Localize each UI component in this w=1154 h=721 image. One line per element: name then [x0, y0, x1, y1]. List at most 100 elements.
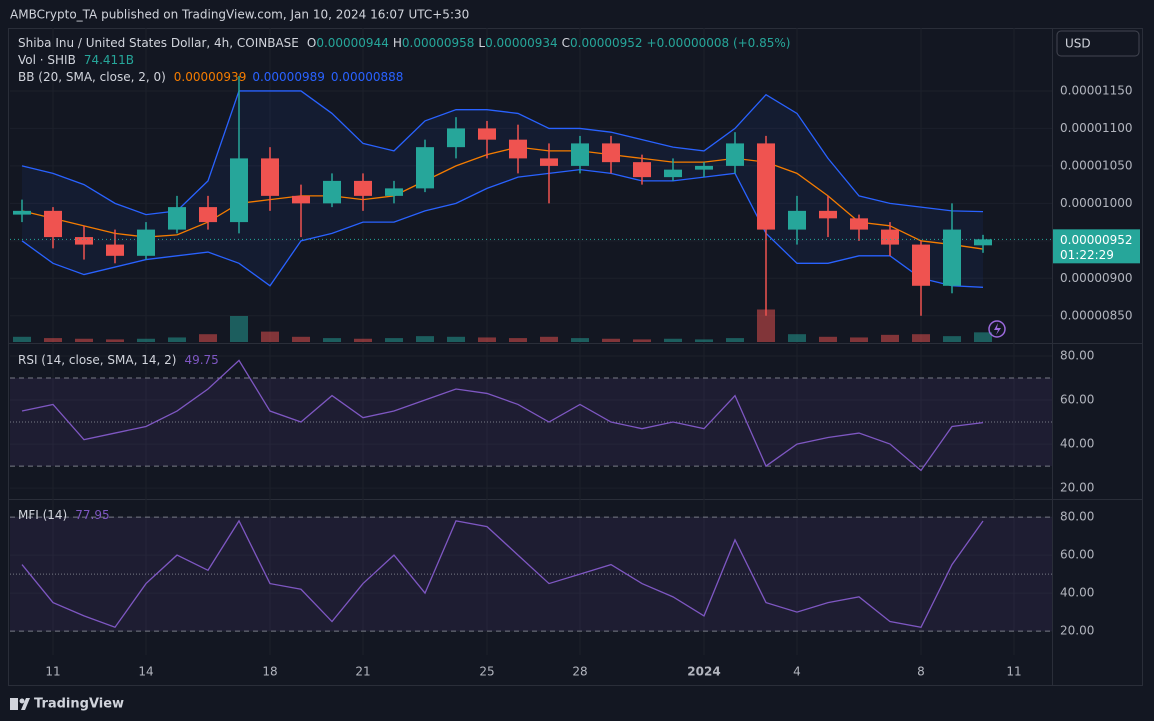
x-tick-label: 11 [1006, 665, 1021, 679]
x-tick-label: 4 [793, 665, 801, 679]
candle-body [850, 218, 868, 230]
volume-bar [943, 336, 961, 342]
candle-body [881, 229, 899, 245]
x-tick-label: 8 [917, 665, 925, 679]
indicator-legend: RSI (14, close, SMA, 14, 2) 49.75 [18, 353, 219, 367]
legend-text: 0.00000888 [331, 70, 404, 84]
alert-icon [988, 320, 1006, 338]
y-tick-label: 20.00 [1060, 481, 1094, 495]
candle-body [602, 143, 620, 163]
y-tick-label: 0.00001050 [1060, 158, 1133, 172]
candle-body [571, 143, 589, 166]
y-tick-label: 20.00 [1060, 624, 1094, 638]
y-tick-label: 0.00000900 [1060, 271, 1133, 285]
indicator-title: MFI (14) [18, 508, 67, 522]
legend-text: Vol · SHIB [18, 53, 76, 67]
indicator-title: RSI (14, close, SMA, 14, 2) [18, 353, 176, 367]
candle-body [44, 210, 62, 238]
volume-bar [323, 338, 341, 342]
candle-body [726, 143, 744, 166]
bollinger-basis [21, 146, 984, 250]
candle-body [478, 128, 496, 140]
candle-body [416, 147, 434, 189]
candle-body [292, 195, 310, 204]
y-tick-label: 80.00 [1060, 510, 1094, 524]
x-tick-label: 14 [138, 665, 153, 679]
volume-bar [788, 334, 806, 342]
volume-bar [230, 316, 248, 342]
volume-bar [354, 338, 372, 342]
y-tick-label: 0.00001100 [1060, 121, 1133, 135]
x-tick-label: 21 [355, 665, 370, 679]
indicator-value: 77.95 [75, 508, 109, 522]
legend-text: BB (20, SMA, close, 2, 0) [18, 70, 166, 84]
currency-button[interactable] [1056, 30, 1140, 57]
volume-bar [571, 338, 589, 342]
candle-body [943, 229, 961, 286]
volume-bar [13, 336, 31, 342]
volume-bar [726, 338, 744, 342]
indicator-legend: MFI (14) 77.95 [18, 508, 110, 522]
legend-text: H [393, 36, 402, 50]
y-tick-label: 0.00001150 [1060, 83, 1133, 97]
candle-body [447, 128, 465, 148]
legend-text: L [478, 36, 485, 50]
volume-bar [819, 336, 837, 342]
volume-bar [385, 338, 403, 342]
candle-body [230, 158, 248, 223]
countdown: 01:22:29 [1060, 248, 1114, 262]
band-fill [10, 378, 1052, 467]
bollinger-fill [22, 90, 983, 288]
candle-body [261, 158, 279, 196]
volume-bar [540, 336, 558, 342]
volume-bar [633, 339, 651, 342]
volume-bar [292, 336, 310, 342]
indicator-value: 49.75 [184, 353, 218, 367]
candle-body [974, 239, 992, 246]
bollinger-lower [21, 168, 984, 288]
volume-bar [881, 334, 899, 342]
legend-text: 0.00000958 [402, 36, 475, 50]
volume-bar [75, 338, 93, 342]
volume-bar [44, 338, 62, 342]
volume-bar [478, 337, 496, 342]
alert-icon-bolt [994, 323, 1001, 335]
x-tick-label: 28 [572, 665, 587, 679]
volume-bar [168, 337, 186, 342]
candle-body [13, 210, 31, 215]
volume-bar [199, 334, 217, 342]
candle-body [354, 180, 372, 196]
volume-bar [509, 338, 527, 342]
y-tick-label: 0.00000850 [1060, 308, 1133, 322]
candle-body [695, 165, 713, 170]
candle-body [633, 162, 651, 178]
legend-text: C [562, 36, 570, 50]
volume-bar [912, 334, 930, 342]
last-price-tag [1053, 229, 1140, 264]
candle-body [75, 237, 93, 245]
y-tick-label: 60.00 [1060, 548, 1094, 562]
volume-bar [695, 339, 713, 342]
candle-body [664, 169, 682, 178]
brand: TradingView [34, 697, 124, 712]
candle-body [385, 188, 403, 196]
candle-body [540, 158, 558, 166]
volume-bar [106, 339, 124, 342]
volume-bar [137, 338, 155, 342]
y-tick-label: 40.00 [1060, 437, 1094, 451]
volume-bar [261, 331, 279, 342]
candle-body [912, 244, 930, 286]
y-tick-label: 0.00001000 [1060, 196, 1133, 210]
x-tick-label: 18 [262, 665, 277, 679]
logo [10, 698, 30, 710]
indicator-line [21, 359, 984, 472]
currency[interactable]: USD [1065, 37, 1091, 51]
legend-text: 0.00000944 [316, 36, 389, 50]
candle-body [168, 207, 186, 230]
y-tick-label: 40.00 [1060, 586, 1094, 600]
legend-text: 0.00000952 [570, 36, 643, 50]
candle-body [509, 139, 527, 159]
legend-text: 0.00000989 [252, 70, 325, 84]
